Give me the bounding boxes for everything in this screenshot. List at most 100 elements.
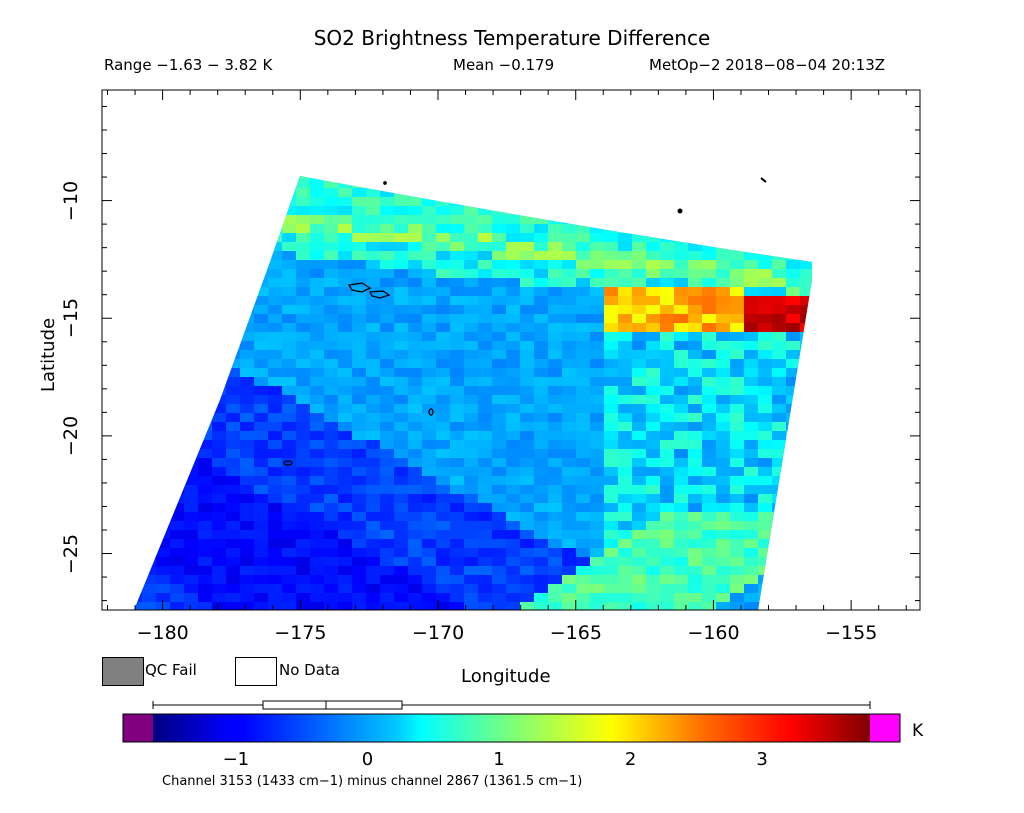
heatmap-cell (618, 404, 633, 414)
heatmap-cell (646, 287, 661, 297)
heatmap-cell (380, 431, 395, 441)
heatmap-cell (744, 269, 759, 279)
heatmap-cell (282, 305, 297, 315)
heatmap-cell (758, 377, 773, 387)
heatmap-cell (478, 359, 493, 369)
heatmap-cell (464, 350, 479, 360)
heatmap-cell (702, 530, 717, 540)
heatmap-cell (156, 539, 171, 549)
heatmap-cell (590, 350, 605, 360)
heatmap-cell (394, 296, 409, 306)
heatmap-cell (590, 566, 605, 576)
heatmap-cell (744, 431, 759, 441)
heatmap-cell (352, 350, 367, 360)
heatmap-cell (296, 260, 311, 270)
heatmap-cell (646, 332, 661, 342)
heatmap-cell (324, 188, 339, 198)
heatmap-cell (380, 296, 395, 306)
qc-fail-label: QC Fail (145, 661, 197, 679)
heatmap-cell (436, 377, 451, 387)
heatmap-cell (254, 314, 269, 324)
heatmap-cell (408, 242, 423, 252)
heatmap-cell (618, 350, 633, 360)
heatmap-cell (576, 593, 591, 603)
heatmap-cell (422, 395, 437, 405)
heatmap-cell (590, 395, 605, 405)
heatmap-cell (282, 278, 297, 288)
colorbar-tick-label: 2 (624, 749, 637, 770)
heatmap-cell (170, 521, 185, 531)
heatmap-cell (702, 404, 717, 414)
heatmap-cell (520, 287, 535, 297)
heatmap-cell (310, 440, 325, 450)
heatmap-cell (422, 251, 437, 261)
heatmap-cell (436, 305, 451, 315)
heatmap-cell (380, 467, 395, 477)
heatmap-cell (688, 440, 703, 450)
heatmap-cell (380, 359, 395, 369)
heatmap-cell (310, 404, 325, 414)
heatmap-cell (408, 359, 423, 369)
heatmap-cell (310, 269, 325, 279)
heatmap-cell (604, 368, 619, 378)
heatmap-cell (744, 368, 759, 378)
colorbar-frame (122, 713, 901, 743)
heatmap-cell (380, 458, 395, 468)
heatmap-cell (604, 566, 619, 576)
heatmap-cell (464, 404, 479, 414)
heatmap-cell (408, 224, 423, 234)
heatmap-cell (408, 422, 423, 432)
heatmap-cell (380, 530, 395, 540)
heatmap-cell (590, 287, 605, 297)
heatmap-cell (604, 305, 619, 315)
heatmap-cell (282, 314, 297, 324)
heatmap-cell (450, 386, 465, 396)
heatmap-cell (786, 611, 801, 621)
heatmap-cell (282, 440, 297, 450)
heatmap-cell (296, 413, 311, 423)
heatmap-cell (394, 350, 409, 360)
heatmap-cell (492, 224, 507, 234)
heatmap-cell (576, 359, 591, 369)
heatmap-cell (730, 566, 745, 576)
heatmap-cell (800, 305, 812, 315)
heatmap-cell (450, 485, 465, 495)
heatmap-cell (394, 494, 409, 504)
heatmap-cell (240, 512, 255, 522)
heatmap-cell (408, 557, 423, 567)
heatmap-cell (618, 485, 633, 495)
heatmap-cell (408, 476, 423, 486)
heatmap-cell (660, 575, 675, 585)
heatmap-cell (436, 485, 451, 495)
heatmap-cell (674, 242, 689, 252)
no-data-label: No Data (279, 661, 340, 679)
heatmap-cell (548, 611, 563, 621)
heatmap-cell (744, 386, 759, 396)
heatmap-cell (492, 431, 507, 441)
heatmap-cell (436, 260, 451, 270)
heatmap-cell (576, 521, 591, 531)
heatmap-cell (576, 323, 591, 333)
heatmap-cell (226, 359, 241, 369)
heatmap-cell (730, 530, 745, 540)
heatmap-cell (604, 251, 619, 261)
heatmap-cell (282, 575, 297, 585)
heatmap-cell (562, 314, 577, 324)
heatmap-cell (660, 287, 675, 297)
heatmap-cell (310, 530, 325, 540)
heatmap-cell (576, 566, 591, 576)
heatmap-cell (632, 467, 647, 477)
heatmap-cell (618, 512, 633, 522)
heatmap-cell (338, 548, 353, 558)
heatmap-cell (338, 296, 353, 306)
heatmap-cell (702, 269, 717, 279)
heatmap-cell (548, 350, 563, 360)
heatmap-cell (380, 395, 395, 405)
heatmap-cell (590, 413, 605, 423)
heatmap-cell (436, 404, 451, 414)
heatmap-cell (422, 476, 437, 486)
colorbar-gradient (153, 714, 870, 742)
heatmap-cell (618, 557, 633, 567)
heatmap-cell (310, 512, 325, 522)
heatmap-cell (408, 368, 423, 378)
